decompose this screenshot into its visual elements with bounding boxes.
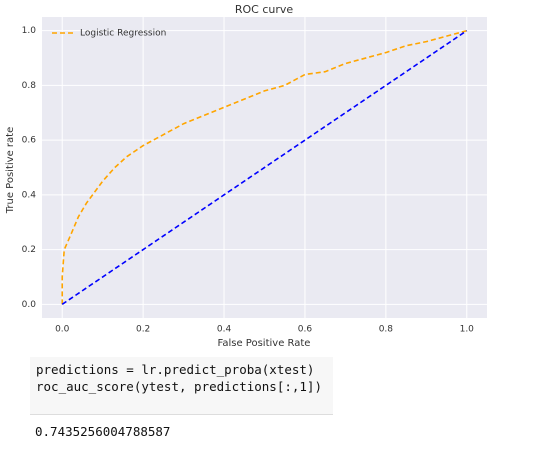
- y-tick-label: 0.6: [22, 136, 37, 146]
- roc-line: [61, 30, 468, 305]
- y-tick-label: 0.2: [22, 245, 36, 255]
- roc-line: [61, 29, 467, 305]
- y-tick-label: 1.0: [22, 26, 37, 36]
- x-tick-label: 0.0: [55, 325, 70, 335]
- y-tick-label: 0.4: [22, 190, 37, 200]
- cell-output: 0.7435256004788587: [35, 424, 171, 439]
- y-axis-label: True Positive rate: [5, 127, 16, 214]
- legend-label: Logistic Regression: [80, 29, 166, 39]
- x-tick-label: 1.0: [460, 325, 475, 335]
- code-line: roc_auc_score(ytest, predictions[:,1]): [36, 379, 322, 394]
- x-tick-label: 0.4: [217, 325, 232, 335]
- x-tick-label: 0.8: [379, 325, 394, 335]
- chart: ROC curve False Positive Rate True Posit…: [5, 3, 487, 349]
- chart-title: ROC curve: [235, 3, 294, 16]
- code-cell[interactable]: predictions = lr.predict_proba(xtest)roc…: [30, 357, 333, 415]
- y-tick-label: 0.0: [22, 300, 37, 310]
- y-tick-label: 0.8: [22, 81, 37, 91]
- code-line: predictions = lr.predict_proba(xtest): [36, 362, 315, 377]
- x-axis-label: False Positive Rate: [218, 338, 311, 349]
- x-tick-label: 0.6: [298, 325, 313, 335]
- x-tick-label: 0.2: [136, 325, 150, 335]
